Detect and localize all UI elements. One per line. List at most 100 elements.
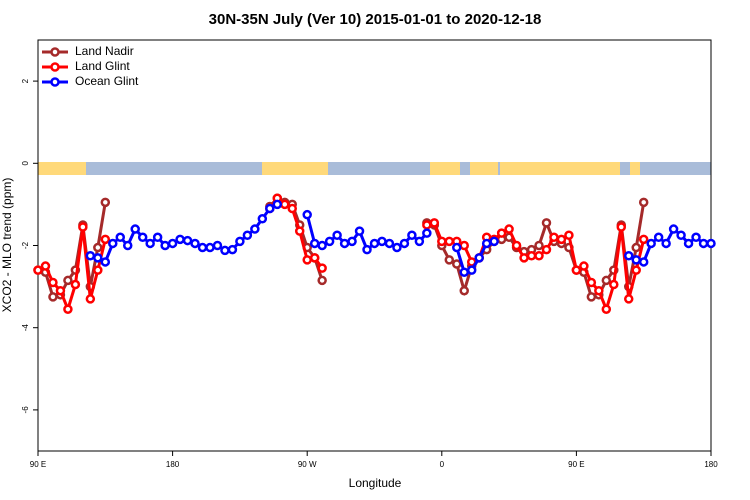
x-tick-label: 90 E: [30, 460, 46, 469]
data-point: [392, 242, 402, 253]
land-band: [38, 162, 86, 175]
data-point: [205, 242, 215, 253]
data-point: [496, 228, 507, 238]
land-band: [500, 162, 620, 175]
data-point: [55, 285, 66, 296]
data-point: [444, 255, 455, 265]
data-point: [384, 238, 395, 249]
data-point: [437, 236, 447, 247]
data-point: [78, 222, 88, 232]
data-point: [706, 238, 716, 249]
data-point: [571, 265, 582, 275]
data-point: [631, 255, 641, 265]
data-point: [160, 240, 170, 251]
land-band: [630, 162, 640, 175]
y-tick-label: -4: [21, 324, 30, 332]
data-point: [489, 236, 499, 247]
data-point: [459, 285, 469, 296]
data-point: [197, 242, 208, 253]
data-point: [481, 238, 492, 249]
data-point: [638, 234, 649, 245]
x-tick-label: 180: [166, 460, 180, 469]
data-point: [556, 234, 567, 245]
data-point: [676, 230, 686, 240]
land-band: [262, 162, 328, 175]
data-point: [526, 251, 537, 261]
data-point: [541, 244, 552, 255]
data-point: [586, 277, 597, 288]
data-point: [691, 232, 701, 243]
data-point: [511, 240, 522, 251]
data-point: [309, 253, 320, 263]
series: [85, 199, 716, 277]
data-point: [452, 259, 462, 269]
data-point: [309, 238, 320, 249]
data-point: [541, 218, 552, 228]
data-point: [466, 265, 477, 275]
data-point: [638, 197, 649, 208]
data-point: [564, 230, 574, 240]
data-point: [63, 275, 73, 286]
data-point: [399, 238, 410, 249]
data-point: [646, 238, 656, 249]
data-point: [93, 253, 103, 263]
data-point: [369, 238, 380, 249]
data-point: [698, 238, 709, 249]
chart-title: 30N-35N July (Ver 10) 2015-01-01 to 2020…: [209, 11, 542, 28]
data-point: [265, 203, 275, 214]
data-point: [257, 214, 268, 224]
data-point: [93, 242, 103, 253]
data-point: [631, 242, 641, 253]
data-point: [302, 209, 312, 220]
data-point: [280, 199, 290, 210]
data-point: [220, 245, 230, 256]
data-point: [145, 238, 155, 249]
data-point: [70, 279, 81, 290]
data-point: [122, 240, 133, 251]
data-point: [422, 228, 432, 238]
legend-label: Ocean Glint: [75, 74, 139, 88]
data-point: [227, 244, 238, 255]
data-point: [586, 292, 597, 302]
data-point: [459, 267, 469, 277]
data-point: [377, 236, 387, 247]
x-tick-label: 90 E: [568, 460, 584, 469]
y-tick-label: 0: [21, 161, 30, 166]
data-point: [250, 224, 260, 234]
data-point: [137, 232, 148, 243]
data-point: [235, 236, 245, 247]
data-point: [579, 261, 589, 271]
data-point: [302, 255, 312, 265]
data-point: [683, 238, 694, 249]
data-point: [272, 199, 283, 210]
y-tick-label: -6: [21, 406, 30, 414]
series-line: [37, 226, 107, 314]
data-point: [287, 203, 297, 214]
data-point: [616, 222, 627, 232]
data-point: [190, 238, 200, 249]
data-point: [108, 238, 118, 249]
x-tick-label: 180: [704, 460, 718, 469]
data-point: [130, 224, 140, 234]
x-axis-label: Longitude: [349, 476, 402, 490]
data-point: [48, 292, 58, 302]
data-point: [182, 235, 193, 246]
data-point: [362, 244, 372, 255]
data-point: [623, 294, 634, 304]
data-point: [623, 251, 634, 261]
data-point: [452, 242, 462, 253]
data-point: [549, 232, 559, 243]
legend-label: Land Nadir: [75, 44, 134, 58]
x-tick-label: 0: [440, 460, 445, 469]
data-point: [407, 230, 417, 240]
data-point: [33, 265, 43, 275]
y-tick-label: 2: [21, 78, 30, 83]
y-tick-label: -2: [21, 241, 30, 249]
data-point: [519, 253, 529, 263]
data-point: [429, 218, 440, 228]
data-point: [474, 253, 484, 263]
data-point: [294, 226, 305, 236]
legend-label: Land Glint: [75, 59, 130, 73]
data-point: [85, 294, 96, 304]
